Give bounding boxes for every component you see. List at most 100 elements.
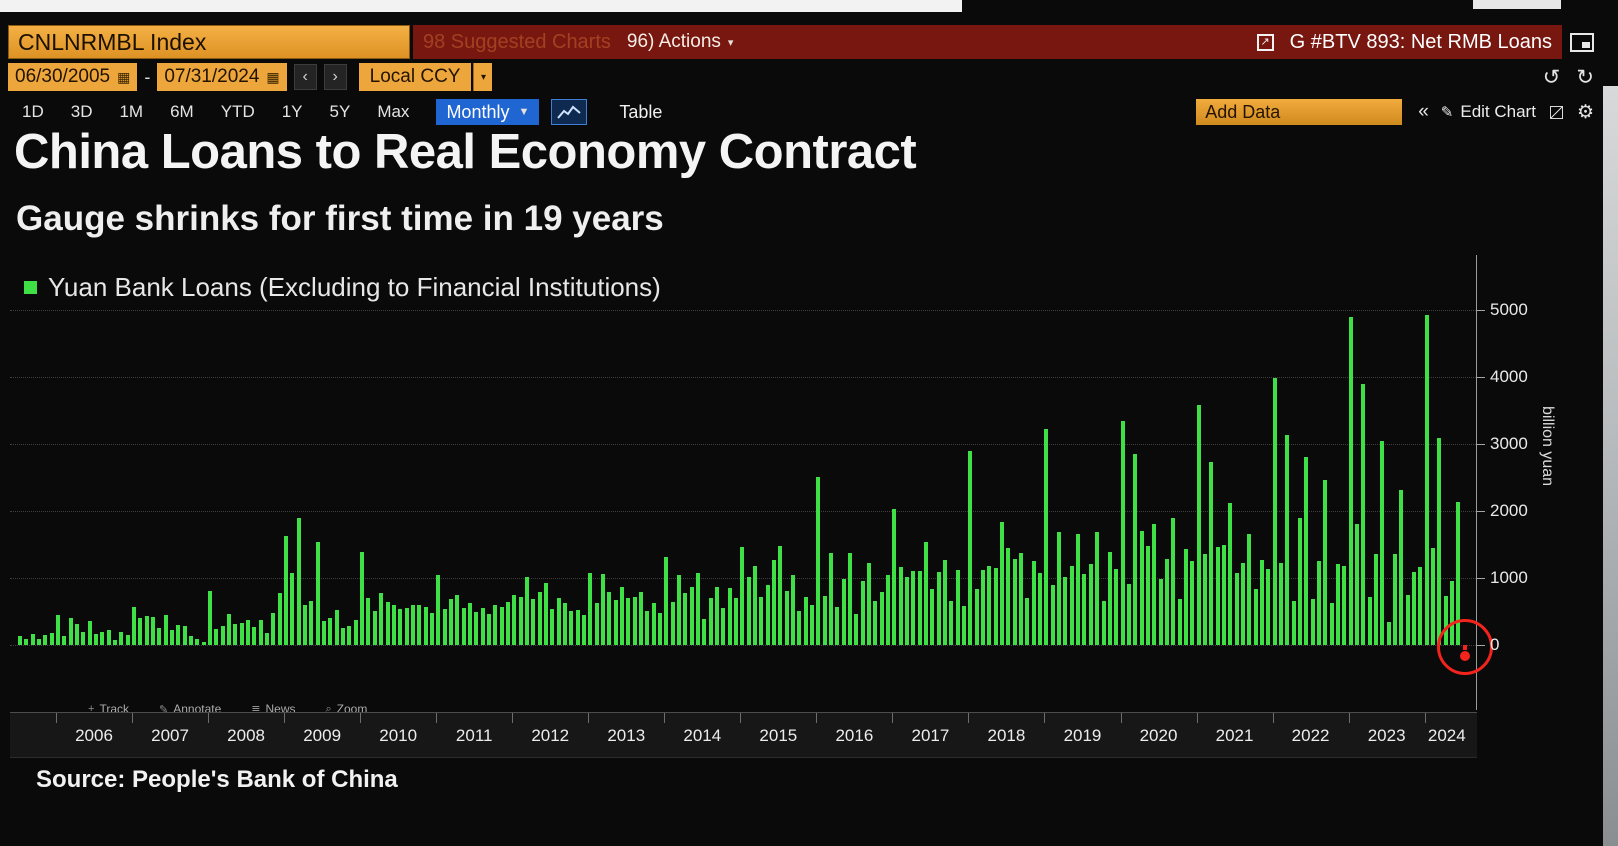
date-to-value: 07/31/2024 — [164, 66, 260, 87]
chart-bar — [201, 641, 206, 645]
range-button-max[interactable]: Max — [377, 102, 410, 121]
chart-bar — [176, 624, 181, 645]
chart-bar — [765, 584, 770, 645]
chart-bar — [791, 574, 796, 645]
step-back-button[interactable]: ‹ — [293, 64, 317, 90]
y-axis-tick — [1477, 578, 1485, 579]
undo-icon[interactable]: ↺ — [1542, 65, 1561, 89]
x-axis-tick — [892, 713, 894, 723]
currency-select[interactable]: Local CCY — [358, 63, 472, 91]
chart-bar — [1082, 573, 1087, 645]
security-ticker-field[interactable]: CNLNRMBL Index — [8, 25, 410, 59]
chart-bar — [163, 614, 168, 645]
chart-bar — [315, 542, 320, 645]
chart-bar — [385, 602, 390, 645]
panels-icon[interactable] — [1570, 32, 1594, 52]
chart-bar — [1069, 565, 1074, 645]
chart-bar — [962, 606, 967, 645]
line-chart-type-button[interactable] — [551, 99, 588, 125]
y-axis-label: 1000 — [1490, 568, 1528, 587]
x-axis-tick — [968, 713, 970, 723]
pencil-icon: ✎ — [159, 703, 169, 716]
chart-bar — [1361, 384, 1366, 645]
legend[interactable]: Yuan Bank Loans (Excluding to Financial … — [24, 272, 661, 303]
actions-label: 96) Actions — [626, 31, 721, 52]
range-button-ytd[interactable]: YTD — [220, 102, 255, 121]
chart-bar — [328, 617, 333, 645]
collapse-panel-icon[interactable]: « — [1418, 101, 1429, 122]
range-button-1d[interactable]: 1D — [22, 102, 44, 121]
chevron-down-icon: ▾ — [727, 36, 734, 49]
edit-chart-button[interactable]: ✎ Edit Chart — [1441, 102, 1536, 122]
chart-bar — [461, 608, 466, 645]
range-button-1y[interactable]: 1Y — [281, 102, 303, 121]
chart-bar — [138, 617, 143, 645]
chart-bar — [455, 595, 460, 645]
chart-bar — [619, 587, 624, 645]
y-axis-label: 2000 — [1490, 501, 1528, 520]
x-axis-tick — [360, 713, 362, 723]
chart-bar — [892, 508, 897, 645]
chart-bar — [24, 638, 29, 645]
redo-icon[interactable]: ↻ — [1576, 65, 1594, 89]
chart-bar — [1392, 553, 1397, 645]
gridline — [10, 511, 1476, 512]
x-year-label: 2007 — [151, 726, 189, 745]
chart-bar — [974, 588, 979, 645]
chart-bar — [1152, 523, 1157, 645]
gridline — [10, 645, 1476, 646]
range-button-1m[interactable]: 1M — [119, 102, 144, 121]
period-select[interactable]: Monthly ▼ — [436, 99, 540, 125]
chart-bar — [81, 631, 86, 645]
currency-dropdown-button[interactable]: ▾ — [473, 63, 493, 91]
chart-bar — [100, 632, 105, 645]
table-button[interactable]: Table — [619, 101, 663, 122]
chart-bar — [1038, 572, 1043, 645]
chart-bar — [664, 556, 669, 645]
chart-bar — [499, 607, 504, 645]
chart-bar — [537, 592, 542, 645]
chart-bar — [714, 587, 719, 645]
export-icon[interactable]: ↗ — [1256, 33, 1274, 51]
x-axis[interactable]: 2006 2007 2008 2009 2010 2011 2012 2013 2014 2015… — [10, 712, 1477, 758]
range-button-6m[interactable]: 6M — [170, 102, 194, 121]
plot-area[interactable] — [10, 255, 1493, 710]
chart-bar — [1145, 545, 1150, 645]
date-from-field[interactable]: 06/30/2005 ▦ — [8, 63, 138, 91]
step-forward-button[interactable]: › — [323, 64, 347, 90]
chart-bar — [746, 576, 751, 645]
annotate-tool-icon[interactable] — [1549, 105, 1563, 119]
y-axis-tick — [1477, 444, 1485, 445]
chart-bar — [734, 598, 738, 645]
chart-bar — [62, 635, 67, 645]
x-year-label: 2017 — [911, 726, 950, 745]
chart-bar — [1266, 569, 1271, 645]
suggested-charts-button[interactable]: 98 Suggested Charts — [423, 30, 611, 53]
chart-bar — [410, 604, 415, 645]
chart-bar — [841, 578, 846, 645]
chart-bar — [1234, 572, 1239, 645]
chart-bar — [657, 612, 662, 645]
gear-icon[interactable]: ⚙ — [1576, 101, 1594, 123]
chart-bar — [1316, 561, 1321, 645]
chart-bar — [721, 608, 726, 645]
chart-bar — [873, 601, 878, 645]
date-to-field[interactable]: 07/31/2024 ▦ — [157, 63, 287, 91]
actions-menu-button[interactable]: 96) Actions ▾ — [627, 31, 734, 53]
range-button-5y[interactable]: 5Y — [329, 102, 351, 121]
range-button-3d[interactable]: 3D — [70, 102, 93, 121]
add-data-field[interactable]: Add Data — [1196, 99, 1403, 125]
chart-bar — [1183, 549, 1188, 645]
chart-bar — [607, 592, 612, 645]
chart-bar — [1126, 584, 1131, 645]
chart-bar — [1190, 560, 1195, 645]
x-year-label: 2016 — [835, 726, 874, 745]
x-year-label: 2008 — [227, 726, 266, 745]
chart-bar — [258, 620, 263, 645]
chart-bar — [233, 623, 238, 645]
gridline — [10, 310, 1476, 311]
chart-bar — [277, 593, 282, 645]
chart-bar — [683, 593, 688, 645]
chart-bar — [569, 610, 574, 645]
date-range-row: 06/30/2005 ▦ - 07/31/2024 ▦ ‹ › Local CC… — [8, 62, 1594, 92]
